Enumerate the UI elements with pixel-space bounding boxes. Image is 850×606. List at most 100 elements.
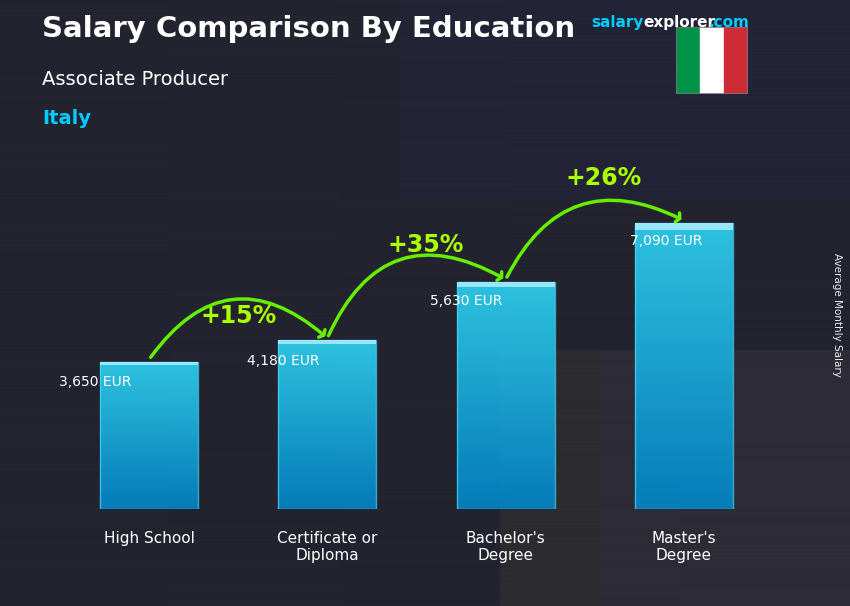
Bar [100,481,198,483]
Bar [456,427,555,430]
Bar [456,282,555,509]
Bar [278,393,377,395]
Bar [456,302,555,304]
Bar [456,481,555,484]
Bar [100,450,198,452]
Bar [456,341,555,344]
Bar [278,446,377,448]
Bar [100,507,198,509]
Bar [278,408,377,410]
Bar [278,404,377,405]
Bar [635,419,733,423]
Bar [278,501,377,503]
Bar [278,340,377,344]
Bar [278,340,377,509]
Bar [456,384,555,387]
Bar [278,486,377,488]
Bar [635,319,733,323]
Bar [100,474,198,476]
Bar [635,405,733,409]
Bar [278,452,377,454]
Bar [456,424,555,427]
Bar [278,473,377,475]
Bar [456,381,555,384]
Bar [456,464,555,467]
Bar [100,485,198,487]
Bar [100,487,198,489]
Bar [635,284,733,287]
Text: salary: salary [591,15,643,30]
Bar [100,362,198,364]
Bar [100,468,198,470]
Bar [456,452,555,455]
Bar [100,447,198,448]
Bar [456,407,555,410]
Bar [278,340,377,342]
Bar [456,390,555,393]
Bar [456,506,555,509]
Bar [635,477,733,481]
Bar [278,414,377,416]
Bar [635,459,733,462]
Bar [456,333,555,336]
Bar [456,327,555,330]
Bar [456,353,555,356]
Bar [456,472,555,475]
Bar [456,296,555,299]
Bar [278,467,377,469]
Bar [278,382,377,384]
Bar [100,494,198,496]
Bar [635,222,733,230]
Bar [635,294,733,298]
Bar [278,503,377,505]
Bar [635,366,733,370]
Bar [635,409,733,412]
Text: +35%: +35% [388,233,463,257]
Bar [100,493,198,494]
Bar [100,396,198,399]
Bar [100,399,198,401]
Bar [278,355,377,357]
Bar [635,355,733,359]
Bar [100,415,198,417]
Bar [635,391,733,395]
Bar [635,323,733,327]
Bar [100,371,198,373]
Bar [635,494,733,498]
Bar [456,370,555,373]
Bar [456,501,555,504]
Bar [456,347,555,350]
Bar [100,395,198,396]
Bar [100,419,198,421]
Bar [278,405,377,408]
Bar [100,430,198,431]
Bar [724,27,748,94]
Bar [456,404,555,407]
Bar [278,378,377,381]
Bar [635,462,733,466]
Bar [100,465,198,467]
Bar [278,479,377,482]
Bar [100,411,198,413]
Bar [456,367,555,370]
Bar [278,348,377,351]
Bar [456,387,555,390]
Bar [278,425,377,427]
Bar [100,448,198,450]
Bar [456,378,555,381]
Bar [456,430,555,432]
Bar [456,484,555,486]
Bar [278,370,377,372]
Bar [278,421,377,422]
Bar [456,398,555,401]
Bar [278,427,377,429]
Bar [635,359,733,362]
Bar [635,387,733,391]
Bar [278,397,377,399]
Bar [456,324,555,327]
Bar [700,27,724,94]
Bar [278,416,377,418]
Bar [100,467,198,468]
Bar [100,382,198,384]
Bar [456,316,555,319]
